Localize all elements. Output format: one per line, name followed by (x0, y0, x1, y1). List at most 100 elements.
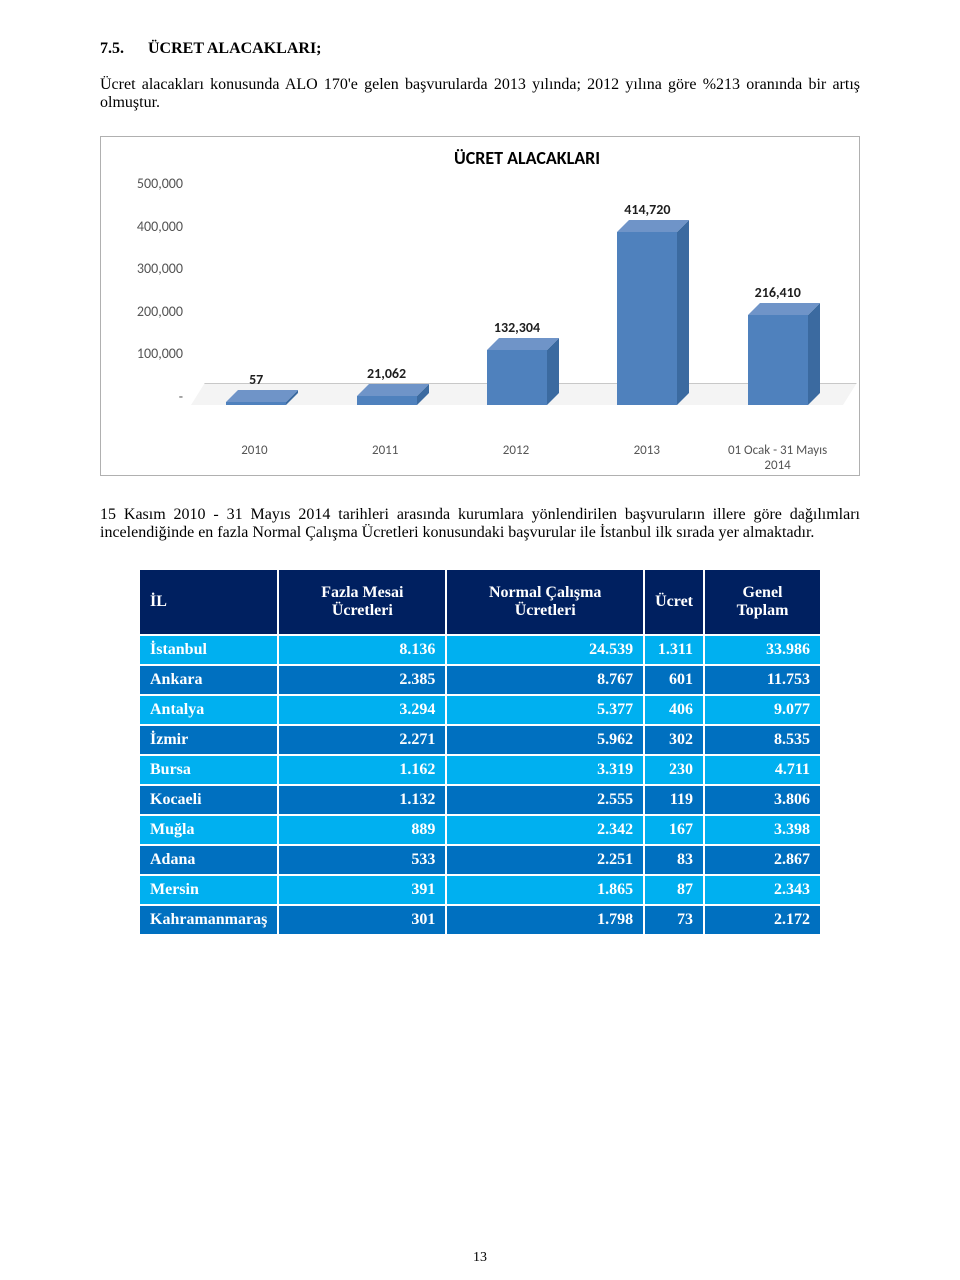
table-cell: Bursa (139, 755, 278, 785)
table-cell: 2.271 (278, 725, 446, 755)
table-cell: 4.711 (704, 755, 821, 785)
chart-title: ÜCRET ALACAKLARI (211, 147, 843, 169)
table-cell: İzmir (139, 725, 278, 755)
table-cell: 2.343 (704, 875, 821, 905)
chart-bar: 414,720 (597, 232, 697, 405)
table-cell: 33.986 (704, 635, 821, 665)
table-cell: 3.806 (704, 785, 821, 815)
y-tick-label: 200,000 (137, 303, 183, 320)
bar-value-label: 57 (206, 371, 306, 388)
data-table: İLFazla Mesai ÜcretleriNormal Çalışma Üc… (138, 568, 822, 936)
chart-bar: 216,410 (728, 315, 828, 405)
table-header-row: İLFazla Mesai ÜcretleriNormal Çalışma Üc… (139, 569, 821, 635)
bar-value-label: 132,304 (467, 319, 567, 336)
table-cell: 1.798 (446, 905, 644, 935)
table-cell: 87 (644, 875, 704, 905)
table-cell: 8.535 (704, 725, 821, 755)
table-cell: İstanbul (139, 635, 278, 665)
table-cell: 889 (278, 815, 446, 845)
x-tick-label: 2010 (204, 444, 304, 473)
table-header-cell: Genel Toplam (704, 569, 821, 635)
section-number: 7.5. (100, 40, 124, 57)
table-body: İstanbul8.13624.5391.31133.986Ankara2.38… (139, 635, 821, 935)
table-header-cell: İL (139, 569, 278, 635)
table-cell: 3.319 (446, 755, 644, 785)
table-cell: 601 (644, 665, 704, 695)
table-cell: 8.767 (446, 665, 644, 695)
table-cell: 11.753 (704, 665, 821, 695)
table-cell: 230 (644, 755, 704, 785)
table-header-cell: Normal Çalışma Ücretleri (446, 569, 644, 635)
table-cell: 2.867 (704, 845, 821, 875)
chart-plot: 57 21,062 132,304 414,720 216,410 (191, 175, 843, 405)
table-cell: Muğla (139, 815, 278, 845)
chart-bar: 57 (206, 402, 306, 405)
table-cell: 391 (278, 875, 446, 905)
section-heading: 7.5. ÜCRET ALACAKLARI; (100, 40, 860, 58)
table-cell: 8.136 (278, 635, 446, 665)
table-cell: Mersin (139, 875, 278, 905)
table-row: Mersin3911.865872.343 (139, 875, 821, 905)
table-row: Adana5332.251832.867 (139, 845, 821, 875)
table-cell: 5.377 (446, 695, 644, 725)
table-cell: Adana (139, 845, 278, 875)
table-row: Antalya3.2945.3774069.077 (139, 695, 821, 725)
table-cell: 1.311 (644, 635, 704, 665)
bar-value-label: 216,410 (728, 284, 828, 301)
table-header-cell: Ücret (644, 569, 704, 635)
table-cell: 2.385 (278, 665, 446, 695)
table-cell: 1.162 (278, 755, 446, 785)
table-cell: 5.962 (446, 725, 644, 755)
bar-value-label: 21,062 (337, 365, 437, 382)
description-paragraph: 15 Kasım 2010 - 31 Mayıs 2014 tarihleri … (100, 506, 860, 542)
table-row: Kahramanmaraş3011.798732.172 (139, 905, 821, 935)
table-cell: 2.251 (446, 845, 644, 875)
y-tick-label: 300,000 (137, 260, 183, 277)
table-row: Ankara2.3858.76760111.753 (139, 665, 821, 695)
table-cell: 2.555 (446, 785, 644, 815)
page-number: 13 (0, 1250, 960, 1266)
table-cell: 1.132 (278, 785, 446, 815)
table-row: Kocaeli1.1322.5551193.806 (139, 785, 821, 815)
x-tick-label: 01 Ocak - 31 Mayıs 2014 (728, 444, 828, 473)
section-title: ÜCRET ALACAKLARI; (148, 40, 322, 57)
table-cell: 83 (644, 845, 704, 875)
table-cell: Ankara (139, 665, 278, 695)
table-row: Bursa1.1623.3192304.711 (139, 755, 821, 785)
table-cell: 119 (644, 785, 704, 815)
table-cell: 167 (644, 815, 704, 845)
table-cell: 2.172 (704, 905, 821, 935)
bar-chart: ÜCRET ALACAKLARI 500,000 400,000 300,000 20… (100, 136, 860, 476)
table-cell: 406 (644, 695, 704, 725)
table-cell: 302 (644, 725, 704, 755)
bar-value-label: 414,720 (597, 201, 697, 218)
table-cell: 24.539 (446, 635, 644, 665)
table-cell: 3.294 (278, 695, 446, 725)
chart-bar: 21,062 (337, 396, 437, 405)
table-cell: Kocaeli (139, 785, 278, 815)
table-row: Muğla8892.3421673.398 (139, 815, 821, 845)
table-cell: 73 (644, 905, 704, 935)
chart-bar: 132,304 (467, 350, 567, 405)
table-cell: 9.077 (704, 695, 821, 725)
table-cell: 301 (278, 905, 446, 935)
table-cell: Kahramanmaraş (139, 905, 278, 935)
y-tick-label: - (179, 388, 183, 405)
chart-y-axis: 500,000 400,000 300,000 200,000 100,000 - (111, 175, 191, 405)
x-tick-label: 2012 (466, 444, 566, 473)
table-cell: 2.342 (446, 815, 644, 845)
y-tick-label: 400,000 (137, 218, 183, 235)
table-row: İstanbul8.13624.5391.31133.986 (139, 635, 821, 665)
table-row: İzmir2.2715.9623028.535 (139, 725, 821, 755)
table-cell: 533 (278, 845, 446, 875)
y-tick-label: 100,000 (137, 345, 183, 362)
table-cell: Antalya (139, 695, 278, 725)
table-cell: 1.865 (446, 875, 644, 905)
y-tick-label: 500,000 (137, 175, 183, 192)
chart-x-labels: 2010 2011 2012 2013 01 Ocak - 31 Mayıs 2014 (189, 444, 843, 473)
x-tick-label: 2011 (335, 444, 435, 473)
chart-bars: 57 21,062 132,304 414,720 216,410 (191, 175, 843, 405)
table-header-cell: Fazla Mesai Ücretleri (278, 569, 446, 635)
intro-paragraph: Ücret alacakları konusunda ALO 170'e gel… (100, 76, 860, 112)
x-tick-label: 2013 (597, 444, 697, 473)
